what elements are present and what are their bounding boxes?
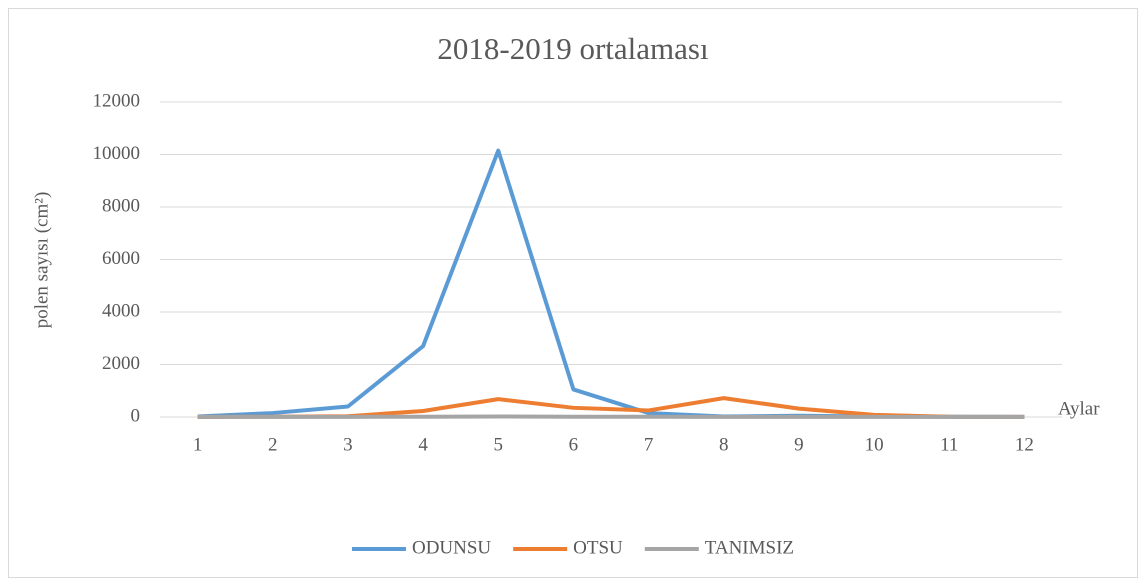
x-tick-label: 11 [940,434,958,455]
y-tick-label: 4000 [102,300,140,321]
x-tick-label: 3 [343,434,353,455]
x-tick-label: 10 [865,434,884,455]
chart-frame [8,8,1138,578]
x-tick-label: 9 [794,434,804,455]
y-tick-label: 6000 [102,248,140,269]
chart-title: 2018-2019 ortalaması [437,31,709,66]
x-axis-label: Aylar [1058,398,1100,419]
x-tick-label: 6 [569,434,579,455]
legend-label: OTSU [573,537,623,558]
y-axis-label: polen sayısı (cm²) [31,192,52,329]
y-tick-label: 0 [131,405,141,426]
x-tick-label: 4 [418,434,428,455]
x-tick-label: 2 [268,434,278,455]
x-tick-label: 7 [644,434,654,455]
x-tick-label: 1 [193,434,203,455]
y-tick-label: 10000 [93,143,141,164]
x-tick-label: 5 [494,434,504,455]
y-tick-label: 12000 [93,90,141,111]
x-tick-label: 12 [1015,434,1034,455]
y-tick-label: 2000 [102,353,140,374]
y-tick-label: 8000 [102,195,140,216]
legend-label: TANIMSIZ [705,537,794,558]
x-tick-label: 8 [719,434,729,455]
legend-label: ODUNSU [412,537,491,558]
